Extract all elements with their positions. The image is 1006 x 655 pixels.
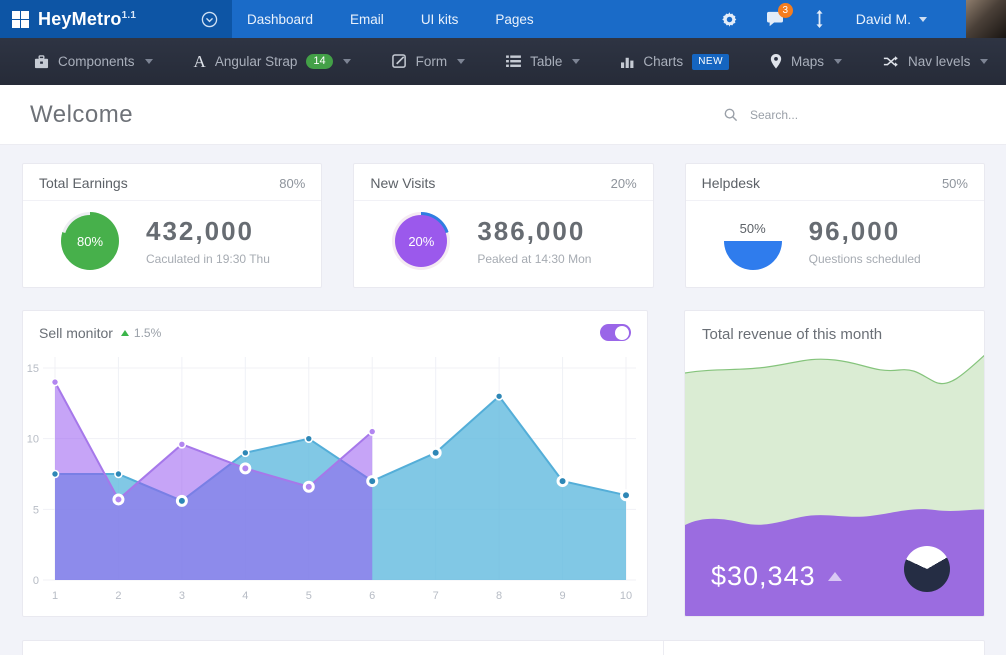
bottom-card [22,640,985,655]
letter-a-icon: A [193,51,206,71]
trend-up-icon [120,329,129,336]
trend-delta: 1.5% [133,325,162,340]
earnings-donut-chart: 80% [61,212,119,270]
caret-down-icon [572,59,581,64]
settings-gear-icon[interactable] [721,10,739,28]
svg-text:10: 10 [27,434,39,446]
user-avatar[interactable] [966,0,1006,38]
new-badge: NEW [692,53,730,70]
svg-text:9: 9 [559,590,565,602]
secondary-navbar: Components A Angular Strap 14 Form Table… [0,38,1006,85]
svg-text:6: 6 [369,590,375,602]
shuffle-icon [883,56,898,67]
topbar-actions: 3 David M. [721,0,1006,38]
user-name: David M. [855,11,911,27]
brand-name: HeyMetro1.1 [38,8,137,29]
bottom-card-left-pane [23,641,664,655]
card-subtitle: Caculated in 19:30 Thu [146,252,270,266]
subnav-form[interactable]: Form [391,54,466,69]
svg-text:15: 15 [27,363,39,375]
messages-icon[interactable]: 3 [766,3,793,28]
app-grid-icon [12,10,29,28]
messages-badge: 3 [777,3,793,18]
brand-block[interactable]: HeyMetro1.1 [0,0,232,38]
svg-text:5: 5 [33,504,39,516]
top-nav: Dashboard Email UI kits Pages [247,12,534,27]
nav-dashboard[interactable]: Dashboard [247,11,314,27]
caret-down-icon [457,59,466,64]
brand-version: 1.1 [121,9,137,21]
card-subtitle: Peaked at 14:30 Mon [477,252,592,266]
card-helpdesk: Helpdesk 50% 50% 96,000 Questions schedu… [684,163,985,288]
edit-icon [391,54,406,68]
nav-pages[interactable]: Pages [495,11,534,27]
card-percent: 80% [279,175,306,191]
card-value: 96,000 [808,216,901,246]
revenue-wave-chart [685,354,984,616]
subnav-table[interactable]: Table [506,54,581,69]
sell-monitor-card: Sell monitor 1.5% 0 5 10 15 1 2 3 4 5 6 7 8 9 10 [22,310,648,617]
caret-down-icon [342,59,351,64]
user-caret-icon [919,16,927,22]
nav-email[interactable]: Email [350,11,384,27]
svg-text:4: 4 [242,590,248,602]
pie-chart-icon [904,546,950,592]
revenue-amount: $30,343 [711,561,842,592]
subnav-angular-strap[interactable]: A Angular Strap 14 [194,52,351,72]
count-badge: 14 [306,54,333,69]
bottom-card-right-pane [664,641,984,655]
chart-title: Sell monitor [39,324,113,341]
subnav-nav-levels[interactable]: Nav levels [883,54,989,69]
page-header: Welcome [0,85,1006,145]
card-value: 386,000 [477,216,586,246]
svg-text:5: 5 [306,590,312,602]
trend-up-icon [827,572,842,581]
bar-chart-icon [621,57,634,68]
svg-text:0: 0 [33,575,39,587]
map-pin-icon [770,54,782,69]
card-title: Total Earnings [39,175,128,191]
page-title: Welcome [30,100,134,128]
revenue-card: Total revenue of this month $30,343 [684,310,985,617]
table-icon [506,55,522,67]
svg-text:3: 3 [179,590,185,602]
subnav-components[interactable]: Components [34,54,153,69]
sell-monitor-area-chart: 0 5 10 15 1 2 3 4 5 6 7 8 9 10 [27,357,636,602]
subnav-maps[interactable]: Maps [770,54,843,69]
card-title: New Visits [370,175,436,191]
nav-ui-kits[interactable]: UI kits [420,11,459,27]
revenue-title: Total revenue of this month [702,326,883,343]
card-percent: 50% [941,175,968,191]
svg-text:1: 1 [52,590,58,602]
search-icon [724,108,738,121]
card-title: Helpdesk [701,175,761,191]
caret-down-icon [834,59,843,64]
main-content: Total Earnings 80% 80% 432,000 Caculated… [0,145,1006,655]
card-new-visits: New Visits 20% 20% 386,000 Peaked at 14:… [353,163,654,288]
svg-text:7: 7 [433,590,439,602]
card-total-earnings: Total Earnings 80% 80% 432,000 Caculated… [22,163,323,288]
helpdesk-half-donut-chart: 50% [723,212,782,270]
fullscreen-resize-icon[interactable] [811,10,829,28]
collapse-menu-icon[interactable] [201,11,218,28]
visits-donut-chart: 20% [392,212,451,270]
svg-text:2: 2 [115,590,121,602]
svg-text:10: 10 [620,590,632,602]
card-subtitle: Questions scheduled [808,252,921,266]
chart-toggle-switch[interactable] [600,324,631,341]
user-menu[interactable]: David M. [856,11,927,27]
charts-row: Sell monitor 1.5% 0 5 10 15 1 2 3 4 5 6 7 8 9 10 Tota… [22,310,985,617]
subnav-charts[interactable]: Charts NEW [621,53,730,70]
search-input[interactable] [750,107,860,122]
svg-text:8: 8 [496,590,502,602]
top-navbar: HeyMetro1.1 Dashboard Email UI kits Page… [0,0,1006,38]
briefcase-icon [34,54,49,68]
stat-cards-row: Total Earnings 80% 80% 432,000 Caculated… [22,163,985,288]
caret-down-icon [144,59,153,64]
card-percent: 20% [610,175,637,191]
caret-down-icon [980,59,989,64]
search-box [724,107,860,122]
card-value: 432,000 [146,216,254,246]
